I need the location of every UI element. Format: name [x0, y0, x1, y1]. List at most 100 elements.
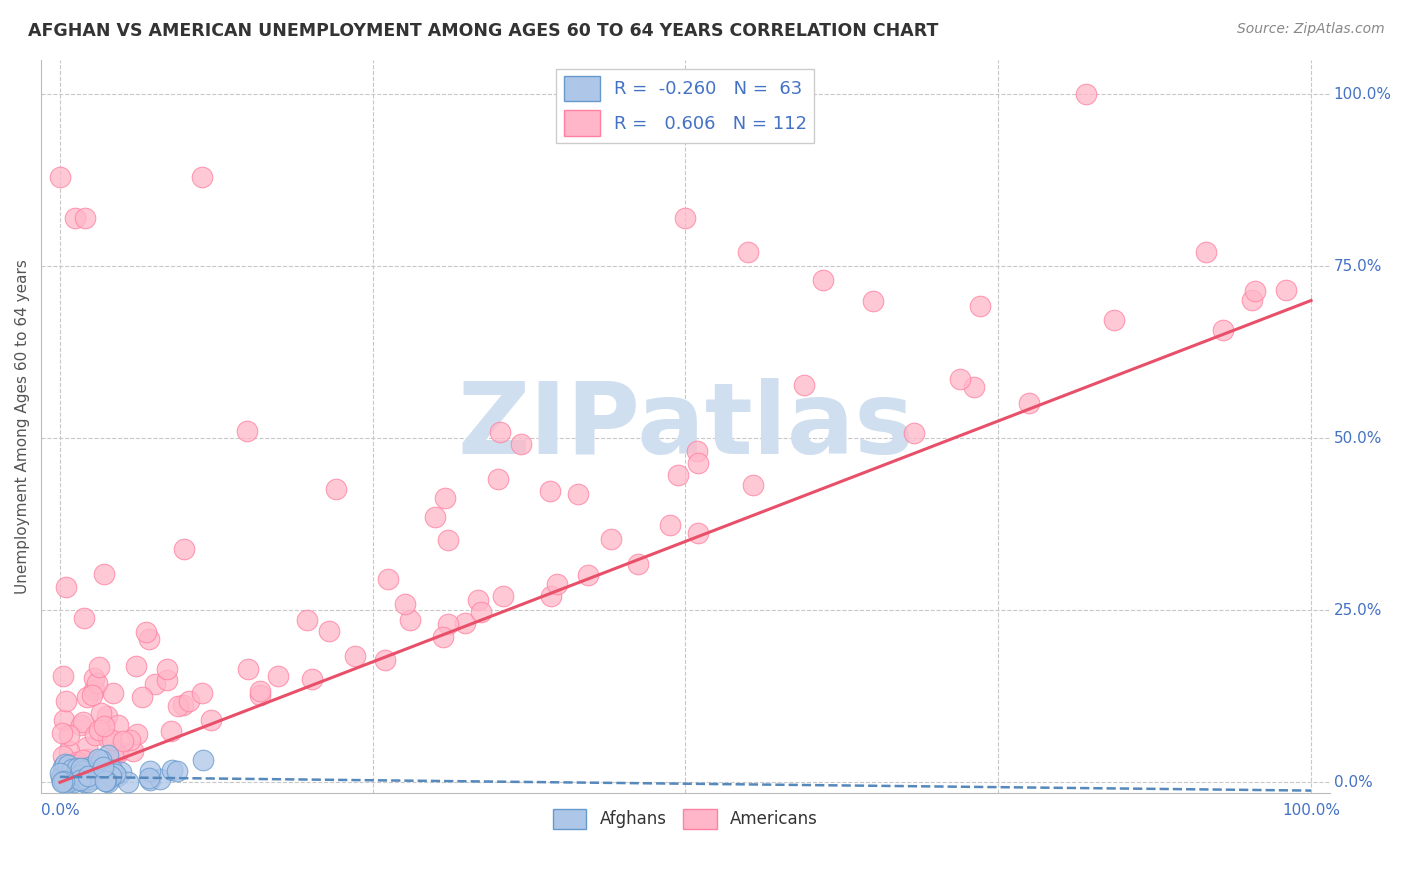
Point: [122, 744, 145, 758]
Point: [249, 688, 271, 702]
Point: [467, 593, 489, 607]
Point: [87, 723, 110, 738]
Point: [51, 769, 73, 783]
Point: [52, 772, 75, 787]
Point: [546, 576, 568, 591]
Point: [62, 756, 84, 771]
Point: [509, 437, 531, 451]
Point: [76, 766, 98, 780]
Point: [166, 699, 188, 714]
Point: [143, 676, 166, 690]
Point: [76, 690, 98, 704]
Point: [238, 662, 260, 676]
Point: [69, 768, 91, 782]
Point: [489, 425, 512, 439]
Point: [437, 533, 460, 548]
Point: [437, 617, 460, 632]
Point: [96, 709, 118, 723]
Point: [90, 706, 112, 721]
Point: [66, 770, 89, 784]
Point: [77, 760, 100, 774]
Point: [963, 379, 986, 393]
Text: 100.0%: 100.0%: [1282, 803, 1340, 818]
Point: [949, 372, 972, 386]
Point: [1074, 87, 1097, 101]
Point: [52, 669, 75, 683]
Point: [538, 483, 561, 498]
Point: [58, 728, 80, 742]
Point: [627, 558, 650, 572]
Point: [325, 482, 347, 496]
Point: [60, 762, 83, 776]
Point: [1244, 284, 1267, 298]
Point: [567, 486, 589, 500]
Point: [51, 775, 73, 789]
Point: [600, 533, 623, 547]
Point: [686, 456, 709, 470]
Y-axis label: Unemployment Among Ages 60 to 64 years: Unemployment Among Ages 60 to 64 years: [15, 259, 30, 593]
Point: [173, 541, 195, 556]
Point: [76, 768, 98, 782]
Text: 75.0%: 75.0%: [1333, 259, 1382, 274]
Point: [454, 615, 477, 630]
Point: [75, 772, 97, 787]
Point: [318, 624, 340, 638]
Point: [91, 771, 114, 785]
Point: [301, 672, 323, 686]
Text: 50.0%: 50.0%: [1333, 431, 1382, 446]
Point: [162, 764, 184, 778]
Point: [125, 658, 148, 673]
Point: [110, 764, 132, 779]
Point: [73, 211, 96, 225]
Text: 100.0%: 100.0%: [1333, 87, 1392, 102]
Point: [69, 761, 91, 775]
Point: [159, 723, 181, 738]
Point: [117, 774, 139, 789]
Point: [73, 610, 96, 624]
Point: [432, 631, 454, 645]
Point: [1102, 313, 1125, 327]
Point: [51, 769, 73, 783]
Point: [87, 660, 110, 674]
Point: [135, 624, 157, 639]
Point: [58, 758, 80, 772]
Text: 0.0%: 0.0%: [41, 803, 79, 818]
Point: [72, 774, 94, 789]
Point: [90, 753, 112, 767]
Point: [423, 510, 446, 524]
Point: [139, 773, 162, 788]
Point: [540, 589, 562, 603]
Point: [172, 698, 194, 712]
Point: [139, 764, 162, 778]
Point: [903, 426, 925, 441]
Point: [69, 771, 91, 785]
Point: [58, 772, 80, 787]
Point: [86, 675, 108, 690]
Point: [65, 758, 87, 772]
Point: [394, 597, 416, 611]
Point: [49, 771, 72, 785]
Point: [103, 686, 125, 700]
Point: [76, 740, 98, 755]
Point: [101, 732, 124, 747]
Point: [793, 378, 815, 392]
Point: [83, 683, 105, 698]
Point: [58, 744, 80, 758]
Point: [51, 726, 73, 740]
Point: [105, 747, 128, 761]
Point: [118, 733, 141, 747]
Text: 0.0%: 0.0%: [1333, 775, 1372, 789]
Point: [969, 299, 991, 313]
Point: [156, 673, 179, 687]
Point: [97, 748, 120, 763]
Point: [675, 211, 697, 225]
Point: [76, 752, 98, 766]
Point: [83, 764, 105, 778]
Point: [112, 734, 135, 748]
Point: [66, 761, 89, 775]
Point: [63, 775, 86, 789]
Point: [377, 572, 399, 586]
Point: [86, 752, 108, 766]
Text: ZIPatlas: ZIPatlas: [457, 377, 914, 475]
Point: [79, 771, 101, 785]
